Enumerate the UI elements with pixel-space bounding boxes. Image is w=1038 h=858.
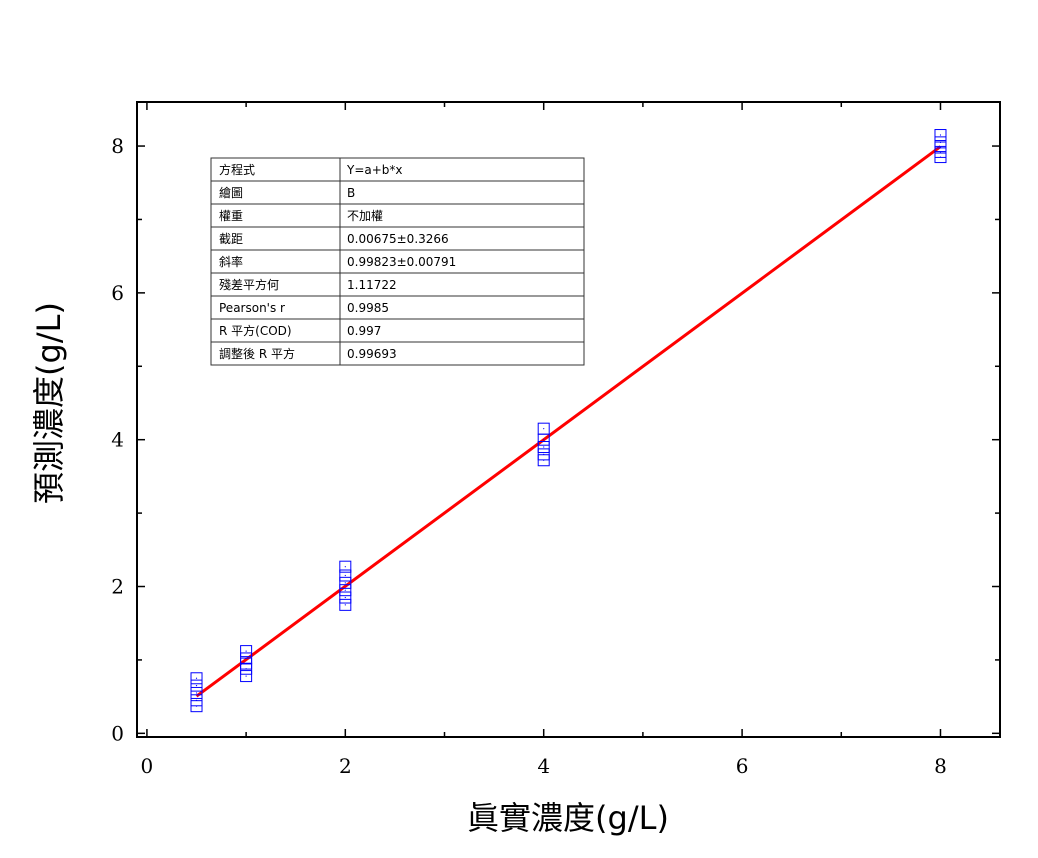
- data-points: [190, 129, 947, 713]
- data-point-center: [195, 677, 198, 679]
- data-point-center: [245, 675, 247, 677]
- data-point: [339, 584, 352, 597]
- y-tick-label: 0: [111, 721, 124, 745]
- data-point-center: [344, 596, 346, 599]
- data-point-center: [543, 459, 545, 461]
- table-cell-label: 殘差平方何: [219, 277, 279, 292]
- y-tick-label: 2: [111, 575, 124, 599]
- y-axis-title: 預測濃度(g/L): [30, 302, 68, 504]
- data-point: [190, 679, 203, 692]
- table-cell-label: Pearson's r: [219, 301, 285, 315]
- data-point-center: [195, 692, 198, 694]
- table-cell-value: 0.9985: [347, 301, 389, 315]
- y-tick-label: 4: [111, 428, 124, 452]
- data-point: [537, 441, 550, 454]
- data-point-center: [543, 439, 545, 441]
- data-point: [190, 672, 203, 685]
- data-point-center: [245, 650, 247, 652]
- table-cell-label: 方程式: [219, 162, 255, 177]
- axis-ticks: [137, 102, 1000, 737]
- table-cell-value: B: [347, 186, 355, 200]
- y-tick-label: 8: [111, 134, 124, 158]
- data-point-center: [939, 146, 942, 149]
- data-point-center: [344, 566, 346, 568]
- data-point: [339, 569, 352, 582]
- table-cell-value: 0.99823±0.00791: [347, 255, 456, 269]
- data-point-center: [543, 446, 545, 448]
- table-cell-label: 繪圖: [219, 185, 243, 200]
- table-cell-value: 不加權: [347, 209, 383, 223]
- table-cell-label: 斜率: [219, 254, 243, 269]
- data-point: [240, 645, 253, 658]
- x-tick-label: 2: [339, 754, 352, 778]
- data-point: [240, 662, 253, 675]
- data-point-center: [245, 668, 247, 670]
- plot-frame: [136, 101, 1001, 738]
- table-cell-label: 權重: [219, 209, 243, 223]
- x-tick-label: 0: [141, 754, 154, 778]
- data-point: [934, 129, 947, 142]
- tick-labels: 0 2 4 6 8 0 2 4 6 8: [111, 134, 947, 778]
- table-cell-value: 0.99693: [347, 347, 397, 361]
- data-point: [339, 576, 352, 589]
- data-point-center: [195, 685, 198, 687]
- table-cell-value: 0.997: [347, 324, 381, 338]
- data-point: [339, 591, 352, 604]
- data-point: [934, 151, 947, 164]
- data-point-center: [344, 574, 346, 577]
- data-point: [537, 454, 550, 467]
- data-point: [240, 670, 253, 683]
- data-point-center: [344, 604, 346, 606]
- data-point: [190, 686, 203, 699]
- fit-line: [195, 145, 942, 698]
- table-cell-label: R 平方(COD): [219, 323, 292, 338]
- data-point: [339, 560, 352, 573]
- x-tick-label: 8: [934, 754, 947, 778]
- data-point: [339, 598, 352, 611]
- x-tick-label: 6: [736, 754, 749, 778]
- table-cell-value: 0.00675±0.3266: [347, 232, 449, 246]
- data-point: [537, 433, 550, 446]
- x-tick-label: 4: [537, 754, 550, 778]
- data-point-center: [543, 428, 545, 430]
- data-point: [190, 700, 203, 713]
- data-point-center: [344, 589, 346, 591]
- table-cell-label: 調整後 R 平方: [219, 346, 295, 361]
- data-point-center: [195, 705, 198, 707]
- table-border: [210, 157, 585, 366]
- x-axis-title: 眞實濃度(g/L): [467, 799, 669, 837]
- fit-line-group: [195, 145, 942, 698]
- y-tick-label: 6: [111, 281, 124, 305]
- table-cell-label: 截距: [219, 232, 243, 246]
- table-cell-value: 1.11722: [347, 278, 397, 292]
- data-point-center: [939, 134, 942, 136]
- data-point-center: [939, 156, 942, 158]
- data-point-center: [344, 582, 346, 584]
- table-cell-value: Y=a+b*x: [346, 163, 403, 177]
